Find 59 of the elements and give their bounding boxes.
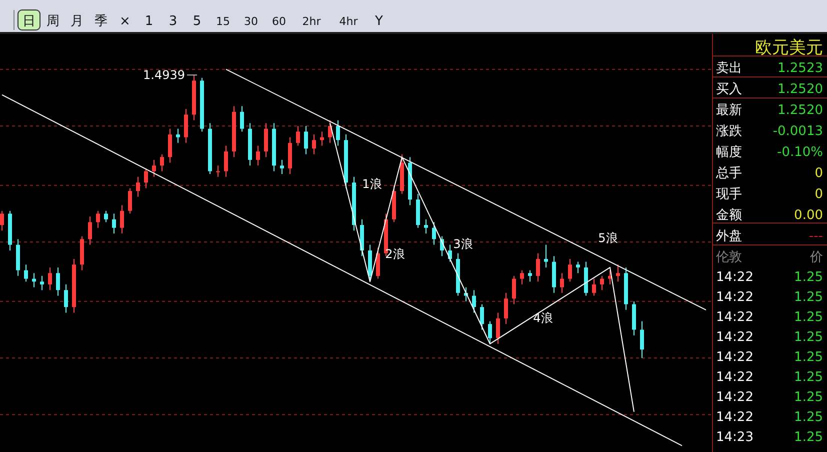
category-label: 卖出 (716, 61, 742, 76)
category-label: 14:22 (716, 330, 754, 345)
category-label: 14:22 (716, 290, 754, 305)
category-label: 总手 (715, 166, 742, 181)
category-label: 买入 (716, 82, 742, 97)
category-label: 14:22 (716, 350, 754, 365)
text: 1.25 (794, 350, 823, 365)
text: 1.25 (794, 290, 823, 305)
category-label: 14:22 (716, 370, 754, 385)
text: 1.25 (794, 330, 823, 345)
category-label: 月 (70, 14, 84, 29)
text: 1.2520 (778, 82, 823, 97)
annotation: 2浪 (385, 247, 405, 261)
text: --- (808, 229, 823, 244)
category-label: 14:22 (716, 310, 754, 325)
annotation: 3浪 (453, 237, 473, 251)
text: 0 (814, 187, 823, 202)
category-label: 伦敦 (716, 250, 742, 265)
text: 价 (810, 250, 823, 265)
category-label: 季 (94, 14, 108, 29)
category-label: 外盘 (716, 229, 742, 244)
category-label: 幅度 (716, 144, 742, 160)
text: -0.10% (777, 145, 823, 160)
text: 0.00 (794, 208, 823, 223)
annotation: 1.4939 (143, 68, 185, 82)
text: 1.25 (794, 270, 823, 285)
annotation: 1浪 (362, 177, 382, 191)
text: 1.25 (794, 430, 823, 445)
category-label: Y (374, 14, 384, 29)
category-label: 5 (192, 14, 202, 29)
category-label: 4hr (339, 15, 358, 28)
category-label: 周 (46, 14, 60, 29)
category-label: 60 (272, 15, 286, 28)
text: 1.25 (794, 390, 823, 405)
text: 1.2520 (778, 103, 823, 118)
category-label: × (120, 14, 130, 29)
annotation: 4浪 (533, 311, 553, 325)
category-label: 最新 (716, 103, 742, 118)
category-label: 14:23 (716, 430, 754, 445)
text: 1.2523 (778, 61, 823, 76)
text: 欧元美元 (755, 38, 823, 58)
category-label: 1 (144, 14, 154, 29)
text: 1.25 (794, 410, 823, 425)
category-label: 3 (168, 14, 178, 29)
text: -0.0013 (772, 124, 823, 139)
text: 1.25 (794, 310, 823, 325)
text: 0 (814, 166, 823, 181)
category-label: 日 (22, 14, 36, 29)
category-label: 14:22 (716, 410, 754, 425)
text: 1.25 (794, 370, 823, 385)
category-label: 金额 (716, 208, 742, 223)
category-label: 现手 (716, 187, 742, 202)
category-label: 30 (244, 15, 258, 28)
category-label: 14:22 (716, 270, 754, 285)
category-label: 14:22 (716, 390, 754, 405)
category-label: 涨跌 (716, 124, 742, 139)
category-label: 2hr (302, 15, 322, 28)
annotation: 5浪 (598, 231, 618, 245)
category-label: 15 (216, 15, 230, 28)
